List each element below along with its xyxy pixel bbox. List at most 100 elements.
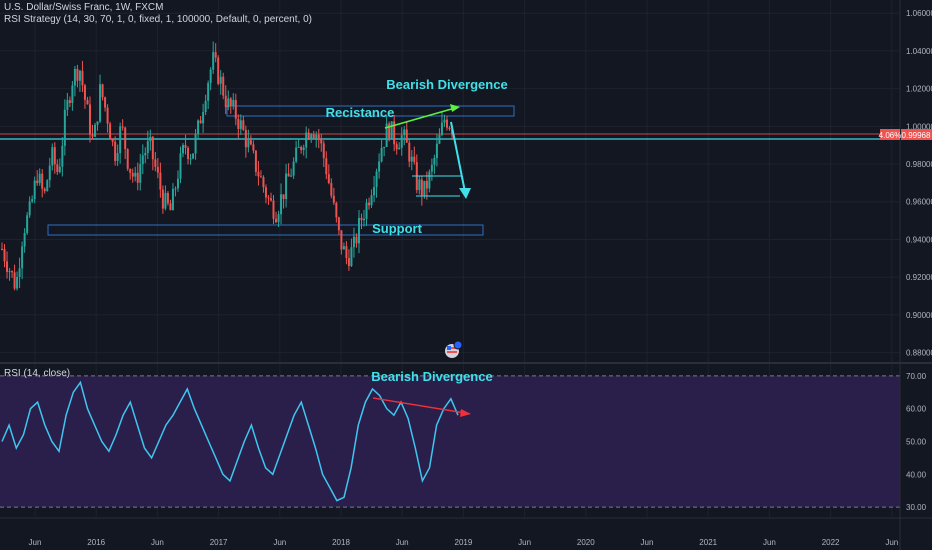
candle	[184, 134, 187, 155]
candle	[174, 186, 177, 197]
candle	[285, 163, 288, 208]
candle	[315, 131, 318, 148]
candle	[335, 201, 338, 223]
candle	[109, 121, 112, 140]
candle	[171, 183, 174, 211]
candle	[48, 157, 51, 188]
candle	[28, 196, 31, 218]
candle	[277, 210, 280, 228]
candle	[312, 130, 315, 140]
bearish-divergence-label-rsi: Bearish Divergence	[371, 369, 492, 384]
candle	[207, 80, 210, 110]
candle	[332, 187, 335, 206]
projected-down-arrow[interactable]	[450, 121, 471, 199]
candle	[169, 199, 172, 211]
candle	[337, 216, 340, 235]
candle	[252, 140, 255, 154]
candle	[86, 96, 89, 105]
price-tick-label: 1.04000	[906, 47, 932, 56]
candle	[58, 158, 61, 174]
strategy-title[interactable]: RSI Strategy (14, 30, 70, 1, 0, fixed, 1…	[4, 14, 312, 25]
candle	[430, 158, 433, 181]
bearish-divergence-arrow-main[interactable]	[384, 104, 460, 129]
candle	[83, 83, 86, 109]
candle	[146, 130, 149, 160]
candle	[295, 140, 298, 164]
candle	[197, 119, 200, 139]
candle	[156, 157, 159, 179]
candle	[380, 138, 383, 163]
candle	[360, 213, 363, 230]
candle	[131, 168, 134, 183]
candle	[73, 65, 76, 97]
candle	[164, 185, 167, 211]
candle	[161, 185, 164, 214]
candle	[88, 96, 91, 143]
rsi-tick-label: 60.00	[906, 405, 927, 414]
candle	[192, 153, 195, 160]
candle	[36, 170, 39, 186]
candle	[68, 96, 71, 108]
candle	[330, 178, 333, 199]
candle	[310, 132, 313, 143]
candle	[81, 60, 84, 92]
candle	[445, 115, 448, 131]
symbol-title[interactable]: U.S. Dollar/Swiss Franc, 1W, FXCM	[4, 2, 164, 13]
bearish-divergence-arrow-rsi[interactable]	[372, 397, 471, 417]
price-tick-label: 1.06000	[906, 9, 932, 18]
candle	[239, 114, 242, 135]
candle	[275, 211, 278, 224]
candle	[23, 228, 26, 253]
candle	[272, 195, 275, 225]
candle	[114, 136, 117, 166]
resistance-label: Recistance	[326, 105, 395, 120]
candle	[370, 189, 373, 208]
us-flag-event-icon[interactable]	[445, 340, 463, 358]
candle	[38, 168, 41, 186]
candle	[224, 85, 227, 115]
candle	[182, 142, 185, 158]
candle	[287, 163, 290, 177]
resistance-box[interactable]	[226, 105, 515, 117]
candle	[212, 41, 215, 75]
candle	[91, 124, 94, 140]
candle	[395, 141, 398, 155]
candle	[179, 146, 182, 184]
candle	[51, 143, 54, 171]
candle	[202, 103, 205, 133]
candle	[297, 138, 300, 148]
time-tick-label: 2020	[577, 538, 595, 547]
rsi-title[interactable]: RSI (14, close)	[4, 368, 71, 379]
candle	[317, 128, 320, 149]
candle	[194, 128, 197, 160]
candle	[440, 111, 443, 137]
candle	[257, 160, 260, 186]
candle	[269, 192, 272, 202]
rsi-axis-labels: 70.00 60.00 50.00 40.00 30.00	[906, 372, 927, 512]
candle	[189, 153, 192, 165]
main-legend: U.S. Dollar/Swiss Franc, 1W, FXCM RSI St…	[4, 2, 312, 26]
candle	[400, 127, 403, 156]
candle	[234, 93, 237, 126]
rsi-band-lines	[0, 375, 900, 508]
rsi-tick-label: 40.00	[906, 470, 927, 479]
candle	[31, 195, 34, 204]
candle	[242, 115, 245, 131]
support-box[interactable]	[47, 224, 484, 236]
candle	[393, 114, 396, 152]
candle	[418, 175, 421, 195]
candle	[101, 83, 104, 101]
candle	[106, 104, 109, 133]
candle	[43, 187, 46, 194]
candle	[408, 138, 411, 168]
candle	[217, 55, 220, 86]
candle	[214, 43, 217, 63]
candle	[144, 147, 147, 164]
candle	[264, 184, 267, 204]
candle	[13, 264, 16, 291]
candle	[129, 168, 132, 180]
rsi-band	[0, 375, 900, 508]
time-tick-label: Jun	[763, 538, 776, 547]
candle	[388, 121, 391, 142]
